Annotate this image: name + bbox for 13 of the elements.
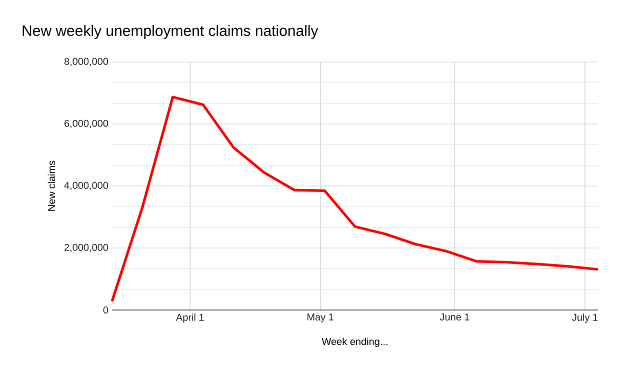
x-tick-label: May 1 — [307, 314, 334, 322]
line-series — [110, 96, 600, 303]
y-tick-label: 6,000,000 — [64, 120, 108, 128]
y-tick-label: 2,000,000 — [64, 244, 108, 252]
x-tick-label: June 1 — [440, 314, 470, 320]
chart-title: New weekly unemployment claims nationally — [22, 25, 318, 39]
x-tick-label: April 1 — [176, 314, 204, 323]
y-axis-title: New claims — [48, 160, 56, 211]
x-tick-label: July 1 — [572, 314, 598, 323]
y-tick-label: 4,000,000 — [64, 182, 108, 190]
x-axis-title: Week ending... — [322, 338, 388, 348]
y-tick-label: 8,000,000 — [64, 58, 108, 66]
y-tick-label: 0 — [103, 306, 108, 314]
